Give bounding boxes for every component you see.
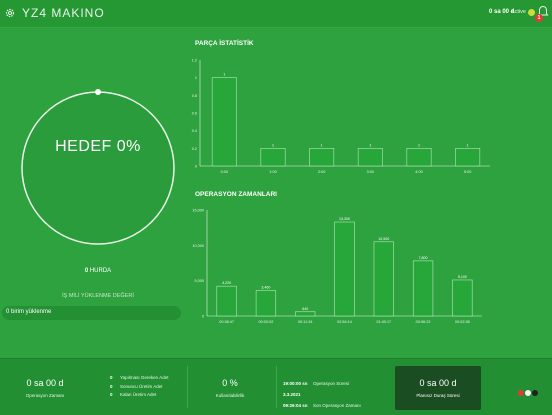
x-tick-label: 00:02:38 bbox=[455, 320, 470, 324]
data-label: 1 bbox=[272, 143, 274, 147]
status-indicator bbox=[528, 9, 535, 16]
y-tick-label: 0.4 bbox=[192, 129, 197, 133]
target-percentage: HEDEF 0% bbox=[55, 138, 141, 155]
spindle-load-bar: 0 birim yüklenme bbox=[2, 306, 181, 320]
chart-bar bbox=[255, 290, 277, 317]
data-label: 10,500 bbox=[378, 237, 389, 241]
y-tick-label: 15,000 bbox=[192, 209, 204, 213]
data-label: 4,220 bbox=[222, 281, 231, 285]
y-tick-label: 0.6 bbox=[192, 112, 197, 116]
operation-times: 19:00:00 sn Operasyon Süresi 3.3.2021 09:… bbox=[283, 378, 361, 411]
data-label: 1 bbox=[467, 143, 469, 147]
bell-icon[interactable] bbox=[537, 5, 549, 19]
x-tick-label: 0:00 bbox=[221, 170, 228, 174]
data-label: 1 bbox=[369, 143, 371, 147]
x-tick-label: 1:00 bbox=[269, 170, 276, 174]
parts-chart-title: PARÇA İSTATİSTİK bbox=[195, 40, 254, 47]
x-tick-label: 5:00 bbox=[464, 170, 471, 174]
scrap-count: 0 HURDA bbox=[0, 268, 196, 274]
spindle-load-value: 0 birim yüklenme bbox=[6, 309, 52, 315]
chart-bar bbox=[455, 148, 481, 167]
status-time: 0 sa 00 d bbox=[489, 9, 515, 15]
flag-de-icon[interactable] bbox=[532, 390, 538, 396]
chart-bar bbox=[452, 279, 473, 317]
data-label: 3,460 bbox=[261, 286, 270, 290]
production-counts: 0 Yapılması Gereken Adet 0 Sonuncu Üretim … bbox=[110, 374, 168, 400]
data-label: 13,300 bbox=[339, 217, 350, 221]
availability-value: 0 % bbox=[222, 378, 238, 388]
count-remaining: 0 Kalan Üretim Adet bbox=[110, 392, 157, 397]
data-label: 7,800 bbox=[419, 256, 428, 260]
notification-badge: 1 bbox=[535, 14, 543, 22]
target-ring-track bbox=[21, 91, 175, 245]
operation-time-value: 0 sa 00 d bbox=[26, 378, 64, 388]
x-tick-label: 2:00 bbox=[318, 170, 325, 174]
app-title: YZ4 MAKINO bbox=[22, 6, 105, 20]
count-required: 0 Yapılması Gereken Adet bbox=[110, 375, 169, 380]
target-ring bbox=[21, 89, 175, 245]
language-selector bbox=[518, 383, 539, 401]
unplanned-stop-box: 0 sa 00 d Planısız Duraş Süresi bbox=[395, 366, 481, 410]
chart-bar bbox=[334, 221, 355, 317]
operation-chart: 0 5,000 10,000 15,000 4,220 00:38:47 3,460 00:0… bbox=[192, 209, 482, 324]
chart-bar bbox=[412, 260, 434, 317]
y-tick-label: 10,000 bbox=[192, 244, 204, 248]
chart-bar bbox=[260, 148, 286, 167]
top-bar: YZ4 MAKINO 0 sa 00 d Active 1 bbox=[0, 0, 552, 28]
last-op-row: 3.3.2021 09:26:04 sn Son Operasyon Zamanı bbox=[283, 392, 361, 408]
footer-divider bbox=[276, 366, 277, 408]
chart-bar bbox=[357, 148, 383, 167]
x-tick-label: 00:06:22 bbox=[416, 320, 431, 324]
chart-bar bbox=[373, 241, 394, 317]
count-last: 0 Sonuncu Üretim Adet bbox=[110, 383, 163, 389]
x-tick-label: 01:40:17 bbox=[376, 320, 391, 324]
data-label: 5,100 bbox=[458, 275, 467, 279]
chart-bar bbox=[295, 311, 316, 317]
data-label: 1 bbox=[418, 143, 420, 147]
y-tick-label: 5,000 bbox=[194, 279, 204, 283]
x-tick-label: 3:00 bbox=[367, 170, 374, 174]
x-tick-label: 00:11:34 bbox=[298, 320, 313, 324]
unplanned-stop-label: Planısız Duraş Süresi bbox=[416, 393, 460, 398]
gear-icon[interactable] bbox=[4, 7, 16, 19]
y-tick-label: 0.8 bbox=[192, 94, 197, 98]
data-label: 1 bbox=[223, 73, 225, 77]
spindle-load-label: İŞ MİLİ YÜKLENME DEĞERİ bbox=[62, 293, 134, 299]
op-duration-row: 19:00:00 sn Operasyon Süresi bbox=[283, 381, 350, 386]
chart-bar bbox=[309, 148, 335, 167]
data-label: 1 bbox=[321, 143, 323, 147]
y-tick-label: 0.2 bbox=[192, 147, 197, 151]
operation-time-label: Operasyon Zamanı bbox=[25, 393, 65, 398]
chart-bar bbox=[211, 77, 237, 167]
x-tick-label: 00:00:02 bbox=[259, 320, 274, 324]
x-tick-label: 00:38:47 bbox=[219, 320, 234, 324]
scrap-value: 0 bbox=[84, 268, 89, 274]
footer-divider bbox=[187, 366, 188, 408]
flag-tr-icon[interactable] bbox=[518, 390, 524, 396]
y-tick-label: 1 bbox=[195, 76, 197, 80]
target-ring-knob[interactable] bbox=[95, 89, 101, 95]
unplanned-stop-value: 0 sa 00 d bbox=[419, 378, 457, 388]
operation-chart-title: OPERASYON ZAMANLARI bbox=[195, 191, 277, 198]
availability-label: Kullanılabilirlik bbox=[215, 393, 245, 398]
scrap-label: HURDA bbox=[89, 268, 112, 274]
chart-bar bbox=[406, 148, 432, 167]
y-tick-label: 1.2 bbox=[192, 59, 197, 63]
data-label: 640 bbox=[302, 307, 308, 311]
y-tick-label: 0 bbox=[202, 315, 204, 319]
parts-chart: 0 0.2 0.4 0.6 0.8 1 1.2 1 0:00 1 1:00 1 2:00 1 3:00 1 4:… bbox=[192, 59, 490, 174]
y-tick-label: 0 bbox=[195, 165, 197, 169]
flag-en-icon[interactable] bbox=[525, 390, 531, 396]
x-tick-label: 4:00 bbox=[415, 170, 422, 174]
x-tick-label: 02:54:14 bbox=[337, 320, 352, 324]
chart-bar bbox=[216, 285, 237, 317]
status-label: Active bbox=[511, 9, 526, 15]
